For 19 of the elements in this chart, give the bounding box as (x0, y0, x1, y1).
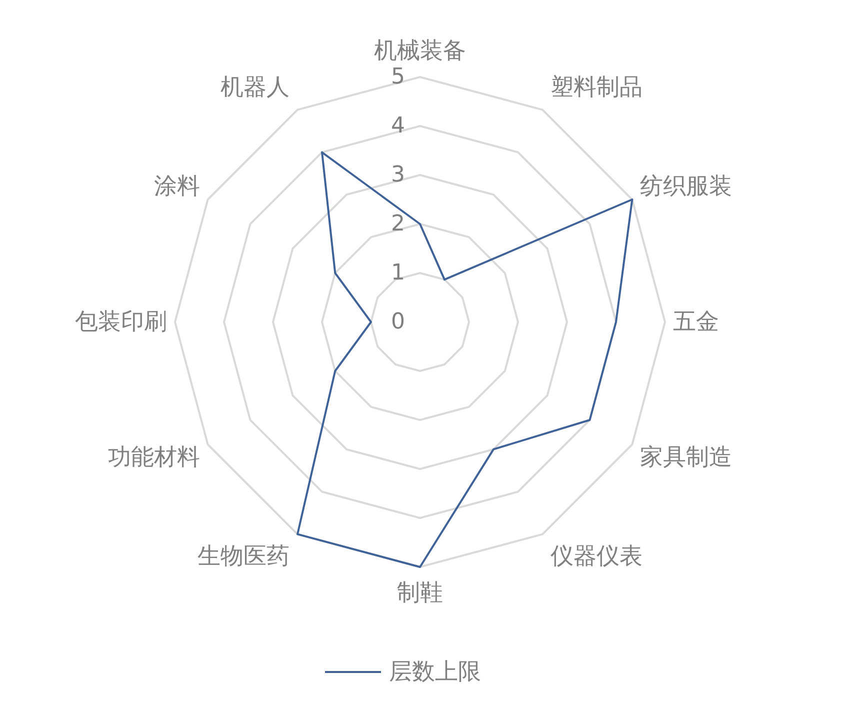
spoke-label: 仪器仪表 (550, 544, 642, 570)
legend-label: 层数上限 (389, 658, 481, 687)
spoke-label: 包装印刷 (75, 309, 167, 335)
spoke-label: 纺织服装 (640, 174, 732, 200)
y-tick-label: 4 (391, 114, 405, 138)
y-tick-label: 3 (391, 162, 405, 188)
y-tick-label: 0 (391, 310, 405, 334)
spoke-label: 塑料制品 (550, 74, 642, 100)
y-tick-label: 5 (391, 64, 405, 90)
y-tick-label: 2 (391, 212, 405, 236)
spoke-label: 家具制造 (640, 444, 732, 470)
spoke-label: 机器人 (220, 74, 290, 100)
spoke-label: 涂料 (154, 174, 200, 200)
spoke-label: 生物医药 (198, 544, 290, 570)
spoke-label: 制鞋 (397, 580, 443, 606)
y-tick-label: 1 (391, 260, 405, 286)
spoke-label: 功能材料 (108, 444, 200, 470)
spoke-label: 五金 (673, 309, 719, 335)
spoke-label: 机械装备 (374, 38, 466, 64)
